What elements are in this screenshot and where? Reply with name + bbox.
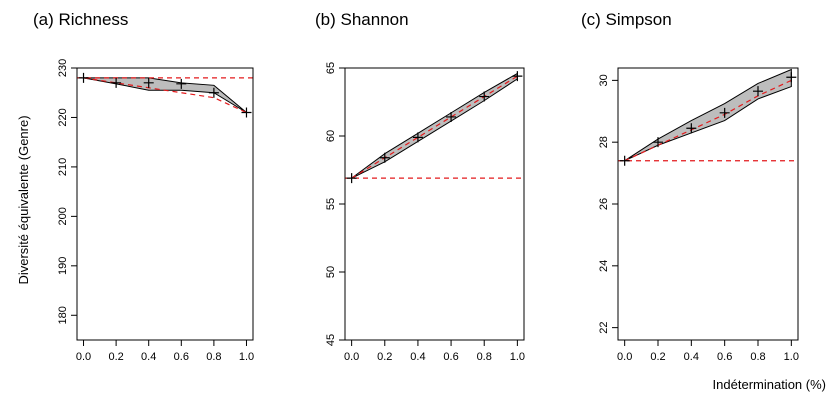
y-tick-label: 65 [325,62,337,74]
panel-title: (c) Simpson [581,10,672,29]
x-tick-label: 0.8 [477,351,492,363]
data-point [176,78,187,89]
panel-title: (a) Richness [33,10,128,29]
data-point [479,91,490,102]
y-tick-label: 28 [598,136,610,148]
x-tick-label: 0.0 [344,351,359,363]
panel-1: (a) Richness 0.0 0.2 0.4 0.6 0.8 1.0 180 190 200 2… [33,10,254,363]
panel-title: (b) Shannon [315,10,409,29]
x-tick-label: 1.0 [784,351,799,363]
y-tick-label: 22 [598,322,610,334]
x-tick-label: 0.0 [76,351,91,363]
data-point [412,132,423,143]
data-point [619,155,630,166]
data-point [719,107,730,118]
y-tick-label: 30 [598,74,610,86]
data-point [208,87,219,98]
x-tick-label: 0.2 [377,351,392,363]
x-tick-label: 1.0 [239,351,254,363]
panel-3: (c) Simpson 0.0 0.2 0.4 0.6 0.8 1.0 22 24 26 28 30 [581,10,799,363]
y-tick-label: 60 [325,130,337,142]
y-axis-label: Diversité équivalente (Genre) [16,115,31,284]
y-tick-label: 210 [57,158,69,176]
y-tick-label: 26 [598,198,610,210]
x-tick-label: 0.4 [684,351,699,363]
x-tick-label: 0.0 [617,351,632,363]
data-point [653,137,663,148]
x-tick-label: 0.4 [410,351,425,363]
plot-frame [617,67,799,341]
x-tick-label: 0.6 [443,351,458,363]
data-point [346,173,357,184]
expected-line [624,79,792,162]
plot-frame [344,67,525,341]
x-tick-label: 0.2 [650,351,665,363]
y-tick-label: 190 [57,257,69,275]
data-point [446,111,457,122]
confidence-band [83,77,247,113]
y-tick-label: 200 [57,207,69,225]
x-axis-label: Indétermination (%) [713,377,826,392]
y-tick-label: 24 [598,260,610,272]
y-tick-label: 45 [325,334,337,346]
data-point [786,72,797,83]
x-tick-label: 0.6 [174,351,189,363]
x-tick-label: 0.4 [141,351,156,363]
x-tick-label: 0.8 [206,351,221,363]
expected-line [351,75,518,179]
plot-frame [76,67,254,341]
y-tick-label: 230 [57,59,69,77]
data-point [111,77,122,88]
confidence-band [624,68,792,162]
x-tick-label: 0.2 [108,351,123,363]
panel-2: (b) Shannon 0.0 0.2 0.4 0.6 0.8 1.0 45 50 55 60 65 [315,10,525,363]
y-tick-label: 50 [325,266,337,278]
x-tick-label: 0.6 [717,351,732,363]
data-point [78,72,89,83]
x-tick-label: 0.8 [750,351,765,363]
data-point [753,86,763,97]
y-tick-label: 55 [325,198,337,210]
y-tick-label: 220 [57,108,69,126]
y-tick-label: 180 [57,306,69,324]
data-point [143,77,154,88]
data-point [512,71,523,82]
x-tick-label: 1.0 [510,351,525,363]
data-point [686,123,697,134]
data-point [379,152,390,163]
expected-line [83,77,247,114]
data-point [241,107,252,118]
